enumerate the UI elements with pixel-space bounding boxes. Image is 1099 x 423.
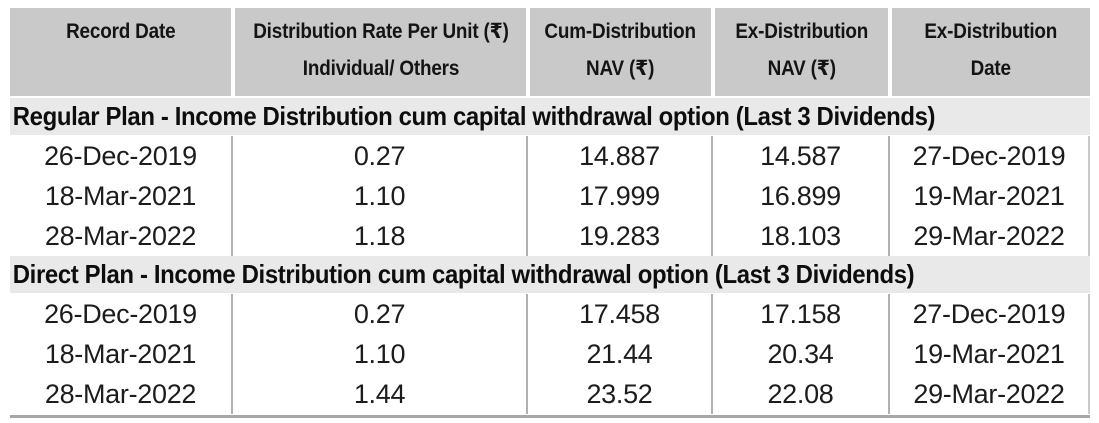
ex-distribution-nav-cell: 16.899 bbox=[711, 176, 888, 216]
cum-distribution-nav-cell: 17.999 bbox=[526, 176, 711, 216]
cum-distribution-nav-cell: 23.52 bbox=[526, 374, 711, 414]
column-header-line: Individual/ Others bbox=[302, 57, 459, 80]
table-row: 18-Mar-2021 1.10 17.999 16.899 19-Mar-2021 bbox=[10, 176, 1090, 216]
table-row: 28-Mar-2022 1.44 23.52 22.08 29-Mar-2022 bbox=[10, 374, 1090, 414]
dividend-history-table: Record Date Distribution Rate Per Unit (₹… bbox=[10, 8, 1090, 418]
column-header-record-date: Record Date bbox=[10, 8, 231, 96]
ex-distribution-date-cell: 19-Mar-2021 bbox=[888, 176, 1090, 216]
column-header-line: Cum-Distribution bbox=[544, 20, 697, 43]
cum-distribution-nav-cell: 17.458 bbox=[526, 294, 711, 334]
cum-distribution-nav-cell: 21.44 bbox=[526, 334, 711, 374]
ex-distribution-nav-cell: 14.587 bbox=[711, 136, 888, 176]
column-header-text: Cum-Distribution NAV (₹) bbox=[544, 13, 697, 87]
ex-distribution-date-cell: 19-Mar-2021 bbox=[888, 334, 1090, 374]
record-date-cell: 18-Mar-2021 bbox=[44, 338, 197, 369]
column-header-cum-distribution: Cum-Distribution NAV (₹) bbox=[526, 8, 711, 96]
table-header-row: Record Date Distribution Rate Per Unit (₹… bbox=[10, 8, 1090, 96]
distribution-rate-per-unit-individual-others-cell: 0.27 bbox=[231, 294, 526, 334]
column-header-line: Record Date bbox=[65, 20, 176, 43]
record-date-cell: 26-Dec-2019 bbox=[44, 298, 197, 329]
ex-distribution-nav-cell: 20.34 bbox=[711, 334, 888, 374]
section-title: Regular Plan - Income Distribution cum c… bbox=[12, 101, 936, 131]
distribution-rate-per-unit-individual-others-cell: 0.27 bbox=[231, 136, 526, 176]
column-header-line: Ex-Distribution bbox=[735, 20, 868, 43]
table-row: 26-Dec-2019 0.27 14.887 14.587 27-Dec-2019 bbox=[10, 136, 1090, 176]
record-date-cell: 18-Mar-2021 bbox=[44, 180, 197, 211]
column-header-ex-distribution: Ex-Distribution Date bbox=[888, 8, 1090, 96]
distribution-rate-per-unit-individual-others-cell: 1.10 bbox=[231, 334, 526, 374]
distribution-rate-per-unit-individual-others-cell: 1.44 bbox=[231, 374, 526, 414]
ex-distribution-nav-cell: 18.103 bbox=[711, 216, 888, 256]
header-separator bbox=[10, 96, 1090, 98]
ex-distribution-nav-cell: 17.158 bbox=[711, 294, 888, 334]
ex-distribution-date-cell: 27-Dec-2019 bbox=[888, 136, 1090, 176]
ex-distribution-nav-cell: 22.08 bbox=[711, 374, 888, 414]
record-date-cell: 26-Dec-2019 bbox=[44, 140, 197, 171]
column-header-line: Date bbox=[970, 57, 1012, 80]
column-header-text: Ex-Distribution Date bbox=[925, 13, 1058, 87]
section-header-direct-plan: Direct Plan - Income Distribution cum ca… bbox=[10, 256, 1090, 293]
column-header-text: Distribution Rate Per Unit (₹) Individual… bbox=[253, 13, 509, 87]
distribution-rate-per-unit-individual-others-cell: 1.18 bbox=[231, 216, 526, 256]
column-header-line: Ex-Distribution bbox=[924, 20, 1058, 43]
column-header-ex-distribution: Ex-Distribution NAV (₹) bbox=[711, 8, 888, 96]
section-header-regular-plan: Regular Plan - Income Distribution cum c… bbox=[10, 98, 1090, 135]
ex-distribution-date-cell: 29-Mar-2022 bbox=[888, 374, 1090, 414]
cum-distribution-nav-cell: 14.887 bbox=[526, 136, 711, 176]
column-header-text: Ex-Distribution NAV (₹) bbox=[735, 13, 868, 87]
cum-distribution-nav-cell: 19.283 bbox=[526, 216, 711, 256]
column-header-line: Distribution Rate Per Unit (₹) bbox=[252, 20, 509, 43]
table-row: 28-Mar-2022 1.18 19.283 18.103 29-Mar-2022 bbox=[10, 216, 1090, 256]
table-row: 26-Dec-2019 0.27 17.458 17.158 27-Dec-2019 bbox=[10, 294, 1090, 334]
table-bottom-rule bbox=[10, 415, 1090, 418]
record-date-cell: 28-Mar-2022 bbox=[44, 378, 197, 409]
table-row: 18-Mar-2021 1.10 21.44 20.34 19-Mar-2021 bbox=[10, 334, 1090, 374]
ex-distribution-date-cell: 27-Dec-2019 bbox=[888, 294, 1090, 334]
column-header-line: NAV (₹) bbox=[767, 57, 836, 80]
distribution-rate-per-unit-individual-others-cell: 1.10 bbox=[231, 176, 526, 216]
table-body: Regular Plan - Income Distribution cum c… bbox=[10, 98, 1090, 414]
ex-distribution-date-cell: 29-Mar-2022 bbox=[888, 216, 1090, 256]
section-title: Direct Plan - Income Distribution cum ca… bbox=[12, 259, 915, 289]
record-date-cell: 28-Mar-2022 bbox=[44, 220, 197, 251]
column-header-text: Record Date bbox=[65, 13, 176, 50]
column-header-distribution-rate-per-unit: Distribution Rate Per Unit (₹) Individual… bbox=[231, 8, 526, 96]
column-header-line: NAV (₹) bbox=[586, 57, 655, 80]
